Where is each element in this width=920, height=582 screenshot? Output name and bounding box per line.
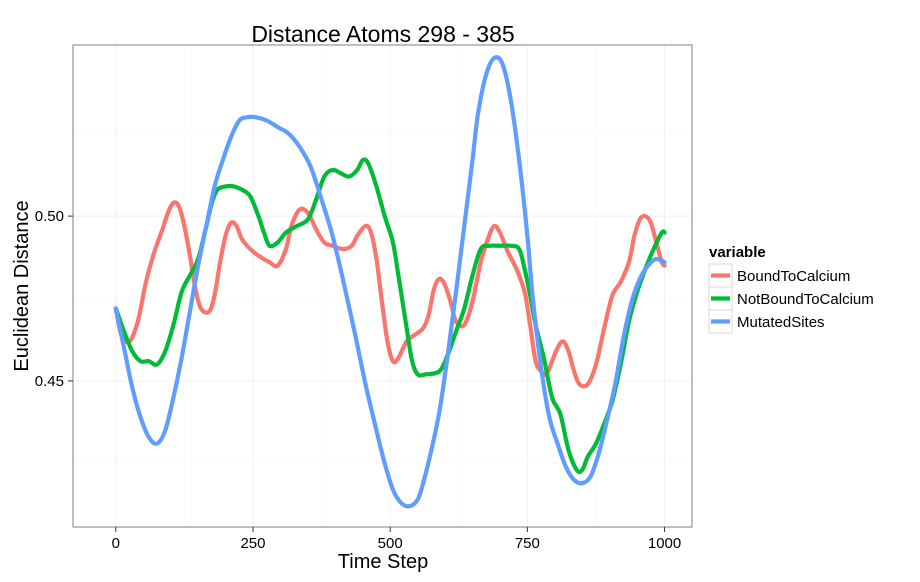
legend-items: BoundToCalcium NotBoundToCalcium MutatedSi… <box>708 263 874 334</box>
legend-item-mutated-sites: MutatedSites <box>708 309 825 334</box>
legend-label: NotBoundToCalcium <box>737 291 874 308</box>
y-axis: 0.45 0.50 <box>35 208 73 390</box>
x-tick-label: 750 <box>515 535 540 552</box>
plot-area <box>72 44 693 528</box>
legend: variable BoundToCalcium NotBoundToCalcium… <box>708 244 874 334</box>
y-axis-title: Euclidean Distance <box>11 200 33 371</box>
x-tick-label: 0 <box>112 535 120 552</box>
legend-item-bound-to-calcium: BoundToCalcium <box>708 263 850 288</box>
y-tick-label: 0.50 <box>35 208 64 225</box>
x-tick-label: 1000 <box>648 535 681 552</box>
plot-border <box>72 44 693 528</box>
y-tick-label: 0.45 <box>35 373 64 390</box>
series-line-bound-to-calcium <box>113 200 667 389</box>
legend-label: BoundToCalcium <box>737 268 850 285</box>
series-line-mutated-sites <box>113 55 667 509</box>
x-axis-title: Time Step <box>338 551 428 573</box>
series-layer <box>113 55 667 509</box>
x-tick-label: 250 <box>240 535 265 552</box>
legend-label: MutatedSites <box>737 314 825 331</box>
x-axis: 0 250 500 750 1000 <box>112 527 681 552</box>
legend-item-not-bound-to-calcium: NotBoundToCalcium <box>708 286 874 311</box>
x-tick-label: 500 <box>378 535 403 552</box>
legend-title: variable <box>709 244 766 261</box>
chart-title: Distance Atoms 298 - 385 <box>251 21 514 47</box>
